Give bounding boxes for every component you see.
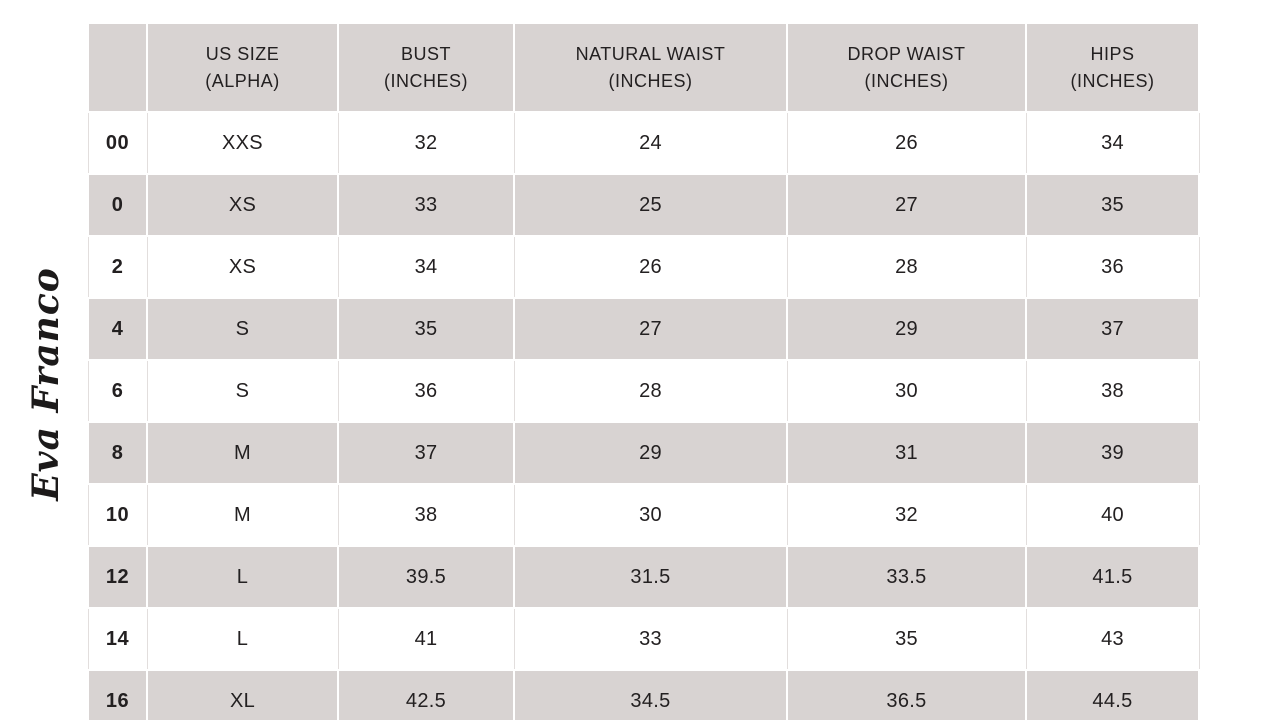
header-cell-drop-waist: DROP WAIST (INCHES) [786, 22, 1027, 113]
alpha-size-cell: S [146, 297, 339, 361]
alpha-size-cell: XL [146, 669, 339, 720]
table-row-size-14: 14 L 41 33 35 43 [87, 607, 1200, 671]
natural-waist-cell: 30 [513, 483, 788, 547]
hips-cell: 38 [1025, 359, 1200, 423]
hips-cell: 37 [1025, 297, 1200, 361]
size-label-cell: 00 [87, 111, 148, 175]
drop-waist-cell: 26 [786, 111, 1027, 175]
natural-waist-cell: 27 [513, 297, 788, 361]
table-row-size-10: 10 M 38 30 32 40 [87, 483, 1200, 547]
header-cell-hips: HIPS (INCHES) [1025, 22, 1200, 113]
size-label-cell: 2 [87, 235, 148, 299]
bust-cell: 35 [337, 297, 515, 361]
hips-cell: 43 [1025, 607, 1200, 671]
drop-waist-cell: 31 [786, 421, 1027, 485]
size-chart-table: US SIZE (ALPHA) BUST (INCHES) NATURAL WA… [87, 22, 1200, 720]
table-row-size-4: 4 S 35 27 29 37 [87, 297, 1200, 361]
alpha-size-cell: XS [146, 173, 339, 237]
table-row-size-00: 00 XXS 32 24 26 34 [87, 111, 1200, 175]
bust-cell: 34 [337, 235, 515, 299]
alpha-size-cell: L [146, 607, 339, 671]
bust-cell: 41 [337, 607, 515, 671]
drop-waist-cell: 33.5 [786, 545, 1027, 609]
eva-franco-logo: Eva Franco [25, 267, 67, 501]
natural-waist-cell: 24 [513, 111, 788, 175]
drop-waist-cell: 36.5 [786, 669, 1027, 720]
alpha-size-cell: XXS [146, 111, 339, 175]
size-label-cell: 6 [87, 359, 148, 423]
hips-cell: 35 [1025, 173, 1200, 237]
bust-cell: 42.5 [337, 669, 515, 720]
natural-waist-cell: 26 [513, 235, 788, 299]
table-row-size-0: 0 XS 33 25 27 35 [87, 173, 1200, 237]
drop-waist-cell: 32 [786, 483, 1027, 547]
bust-cell: 33 [337, 173, 515, 237]
hips-cell: 34 [1025, 111, 1200, 175]
bust-cell: 32 [337, 111, 515, 175]
alpha-size-cell: L [146, 545, 339, 609]
drop-waist-cell: 29 [786, 297, 1027, 361]
size-label-cell: 0 [87, 173, 148, 237]
natural-waist-cell: 34.5 [513, 669, 788, 720]
size-label-cell: 16 [87, 669, 148, 720]
size-label-cell: 14 [87, 607, 148, 671]
drop-waist-cell: 35 [786, 607, 1027, 671]
hips-cell: 41.5 [1025, 545, 1200, 609]
table-row-size-12: 12 L 39.5 31.5 33.5 41.5 [87, 545, 1200, 609]
alpha-size-cell: XS [146, 235, 339, 299]
size-label-cell: 12 [87, 545, 148, 609]
size-label-cell: 4 [87, 297, 148, 361]
drop-waist-cell: 28 [786, 235, 1027, 299]
table-header-row: US SIZE (ALPHA) BUST (INCHES) NATURAL WA… [87, 22, 1200, 113]
hips-cell: 44.5 [1025, 669, 1200, 720]
bust-cell: 38 [337, 483, 515, 547]
table-row-size-8: 8 M 37 29 31 39 [87, 421, 1200, 485]
bust-cell: 39.5 [337, 545, 515, 609]
header-cell-natural-waist: NATURAL WAIST (INCHES) [513, 22, 788, 113]
bust-cell: 37 [337, 421, 515, 485]
natural-waist-cell: 33 [513, 607, 788, 671]
alpha-size-cell: S [146, 359, 339, 423]
header-cell-bust: BUST (INCHES) [337, 22, 515, 113]
hips-cell: 36 [1025, 235, 1200, 299]
alpha-size-cell: M [146, 483, 339, 547]
size-chart-table-container: US SIZE (ALPHA) BUST (INCHES) NATURAL WA… [87, 22, 1200, 720]
natural-waist-cell: 28 [513, 359, 788, 423]
hips-cell: 40 [1025, 483, 1200, 547]
natural-waist-cell: 31.5 [513, 545, 788, 609]
drop-waist-cell: 30 [786, 359, 1027, 423]
table-row-size-2: 2 XS 34 26 28 36 [87, 235, 1200, 299]
alpha-size-cell: M [146, 421, 339, 485]
drop-waist-cell: 27 [786, 173, 1027, 237]
bust-cell: 36 [337, 359, 515, 423]
size-label-cell: 8 [87, 421, 148, 485]
table-row-size-6: 6 S 36 28 30 38 [87, 359, 1200, 423]
header-cell-us-size-alpha: US SIZE (ALPHA) [146, 22, 339, 113]
table-row-size-16: 16 XL 42.5 34.5 36.5 44.5 [87, 669, 1200, 720]
size-label-cell: 10 [87, 483, 148, 547]
hips-cell: 39 [1025, 421, 1200, 485]
header-cell-blank [87, 22, 148, 113]
natural-waist-cell: 29 [513, 421, 788, 485]
natural-waist-cell: 25 [513, 173, 788, 237]
